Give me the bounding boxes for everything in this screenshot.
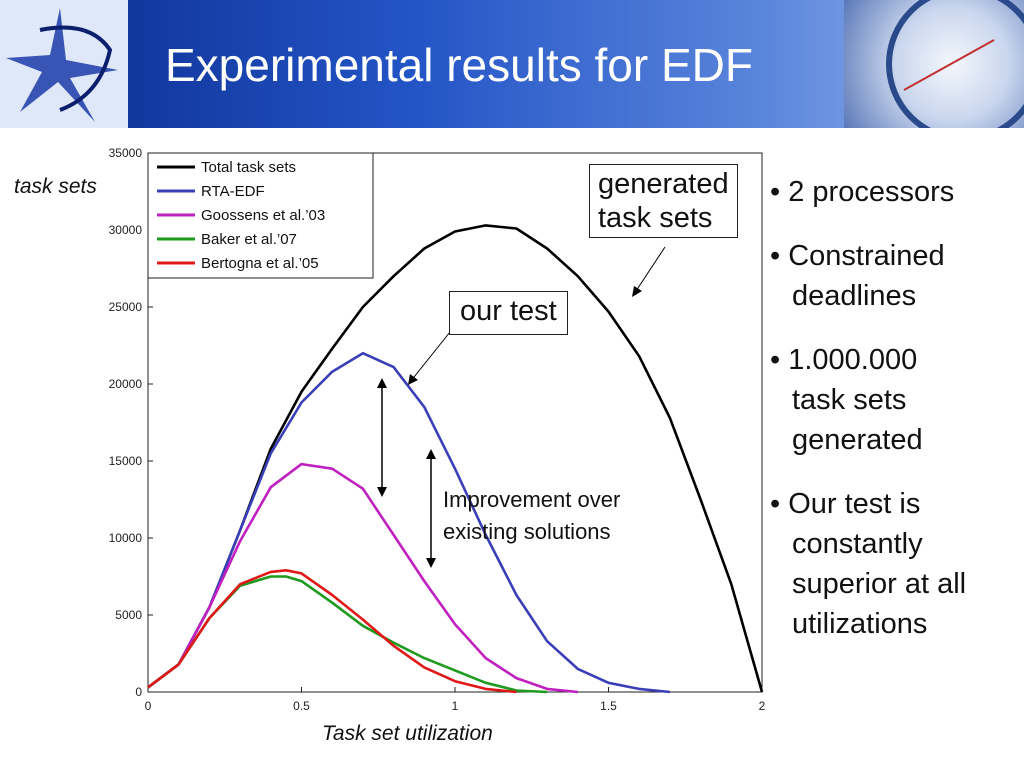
bullet-text: utilizations — [792, 608, 928, 640]
bullet-text: deadlines — [792, 280, 917, 312]
x-tick-label: 0 — [145, 699, 152, 713]
callout-line: generated — [598, 168, 729, 200]
bullet-text: 1.000.000 — [788, 344, 918, 376]
series-line-1 — [147, 351, 671, 694]
callout-pointers — [408, 246, 666, 385]
bullet-text: superior at all — [792, 568, 967, 600]
generated-task-sets-callout: generated task sets — [589, 164, 738, 238]
y-tick-label: 15000 — [109, 454, 143, 468]
y-tick-label: 20000 — [109, 377, 143, 391]
bullet-text: 2 processors — [788, 176, 955, 208]
improvement-line: existing solutions — [443, 519, 611, 544]
bullet-text: generated — [792, 424, 923, 456]
series-line-4 — [147, 569, 517, 694]
x-tick-label: 2 — [759, 699, 766, 713]
bullet-deadlines: • Constrained deadlines — [770, 236, 1020, 316]
improvement-arrows — [377, 378, 436, 568]
legend-label: RTA-EDF — [201, 183, 265, 200]
y-tick-label: 30000 — [109, 223, 143, 237]
bullet-text: task sets — [792, 384, 907, 416]
x-tick-label: 1.5 — [600, 699, 617, 713]
y-tick-label: 10000 — [109, 531, 143, 545]
bullet-processors: • 2 processors — [770, 176, 955, 208]
x-tick-label: 0.5 — [293, 699, 310, 713]
slide-title: Experimental results for EDF — [165, 39, 753, 91]
y-tick-label: 5000 — [115, 608, 142, 622]
callout-line: task sets — [598, 202, 713, 234]
y-tick-label: 35000 — [109, 146, 143, 160]
bullet-text: constantly — [792, 528, 923, 560]
logo-icon — [6, 8, 118, 122]
our-test-callout: our test — [449, 291, 568, 335]
logo — [0, 0, 128, 128]
y-tick-label: 25000 — [109, 300, 143, 314]
y-axis-label: task sets — [14, 175, 97, 198]
legend-label: Bertogna et al.’05 — [201, 255, 319, 272]
bullet-task-sets: • 1.000.000 task sets generated — [770, 340, 1020, 460]
bullet-list: • 2 processors • Constrained deadlines • … — [770, 172, 1020, 668]
x-tick-label: 1 — [452, 699, 459, 713]
bullet-text: Our test is — [788, 488, 921, 520]
series-line-3 — [147, 575, 548, 694]
series-line-2 — [147, 462, 578, 694]
bullet-text: Constrained — [788, 240, 945, 272]
improvement-line: Improvement over — [443, 487, 621, 512]
x-axis-label: Task set utilization — [322, 722, 493, 745]
legend-label: Baker et al.’07 — [201, 231, 297, 248]
legend-label: Goossens et al.’03 — [201, 207, 325, 224]
legend-label: Total task sets — [201, 159, 296, 176]
bullet-superior: • Our test is constantly superior at all ut… — [770, 484, 1020, 644]
y-tick-label: 0 — [135, 685, 142, 699]
improvement-label: Improvement over existing solutions — [443, 484, 620, 548]
